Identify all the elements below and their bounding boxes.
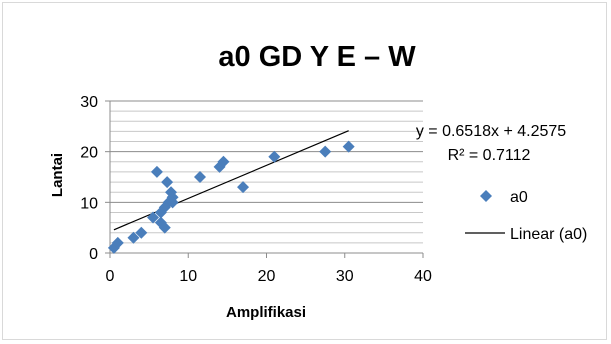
scatter-chart: a0 GD Y E – W 0 10 20 30 40 0 10 20 30 Amplifika… — [49, 41, 587, 321]
data-point — [193, 171, 206, 183]
x-tick-label: 30 — [336, 268, 354, 285]
data-point — [135, 226, 148, 239]
trendline-equation: y = 0.6518x + 4.2575 — [416, 123, 566, 140]
legend-label-trendline: Linear (a0) — [510, 226, 587, 243]
data-point — [342, 140, 355, 153]
y-tick-label: 0 — [89, 246, 98, 263]
chart-frame: a0 GD Y E – W 0 10 20 30 40 0 10 20 30 Amplifika… — [2, 2, 607, 340]
chart-title: a0 GD Y E – W — [218, 41, 416, 73]
data-point — [147, 211, 160, 224]
data-point — [127, 231, 140, 244]
tick-labels: 0 10 20 30 40 0 10 20 30 — [80, 94, 432, 285]
y-axis-title: Lantai — [49, 153, 66, 197]
linear-trendline — [113, 130, 349, 231]
r-squared-label: R² = 0.7112 — [448, 147, 531, 164]
trendline-layer — [113, 130, 349, 231]
data-points — [107, 140, 355, 254]
data-point — [237, 181, 250, 194]
data-point — [166, 196, 179, 209]
data-point — [319, 145, 332, 158]
x-axis-title: Amplifikasi — [226, 304, 306, 321]
legend-label-a0: a0 — [510, 189, 528, 206]
data-point — [161, 176, 174, 189]
data-point — [268, 150, 281, 163]
y-tick-label: 20 — [80, 145, 98, 162]
legend-diamond-icon — [480, 190, 492, 202]
x-tick-label: 20 — [258, 268, 276, 285]
x-tick-label: 10 — [179, 268, 197, 285]
legend-marker-a0 — [480, 190, 492, 202]
x-tick-label: 0 — [106, 268, 115, 285]
x-tick-label: 40 — [414, 268, 432, 285]
data-point — [158, 221, 171, 234]
data-point — [150, 165, 163, 178]
data-point — [217, 155, 230, 168]
y-tick-label: 10 — [80, 195, 98, 212]
grid — [110, 100, 423, 244]
y-tick-label: 30 — [80, 94, 98, 111]
data-point — [111, 236, 124, 249]
axes — [105, 100, 424, 258]
legend: a0 Linear (a0) — [465, 189, 587, 243]
